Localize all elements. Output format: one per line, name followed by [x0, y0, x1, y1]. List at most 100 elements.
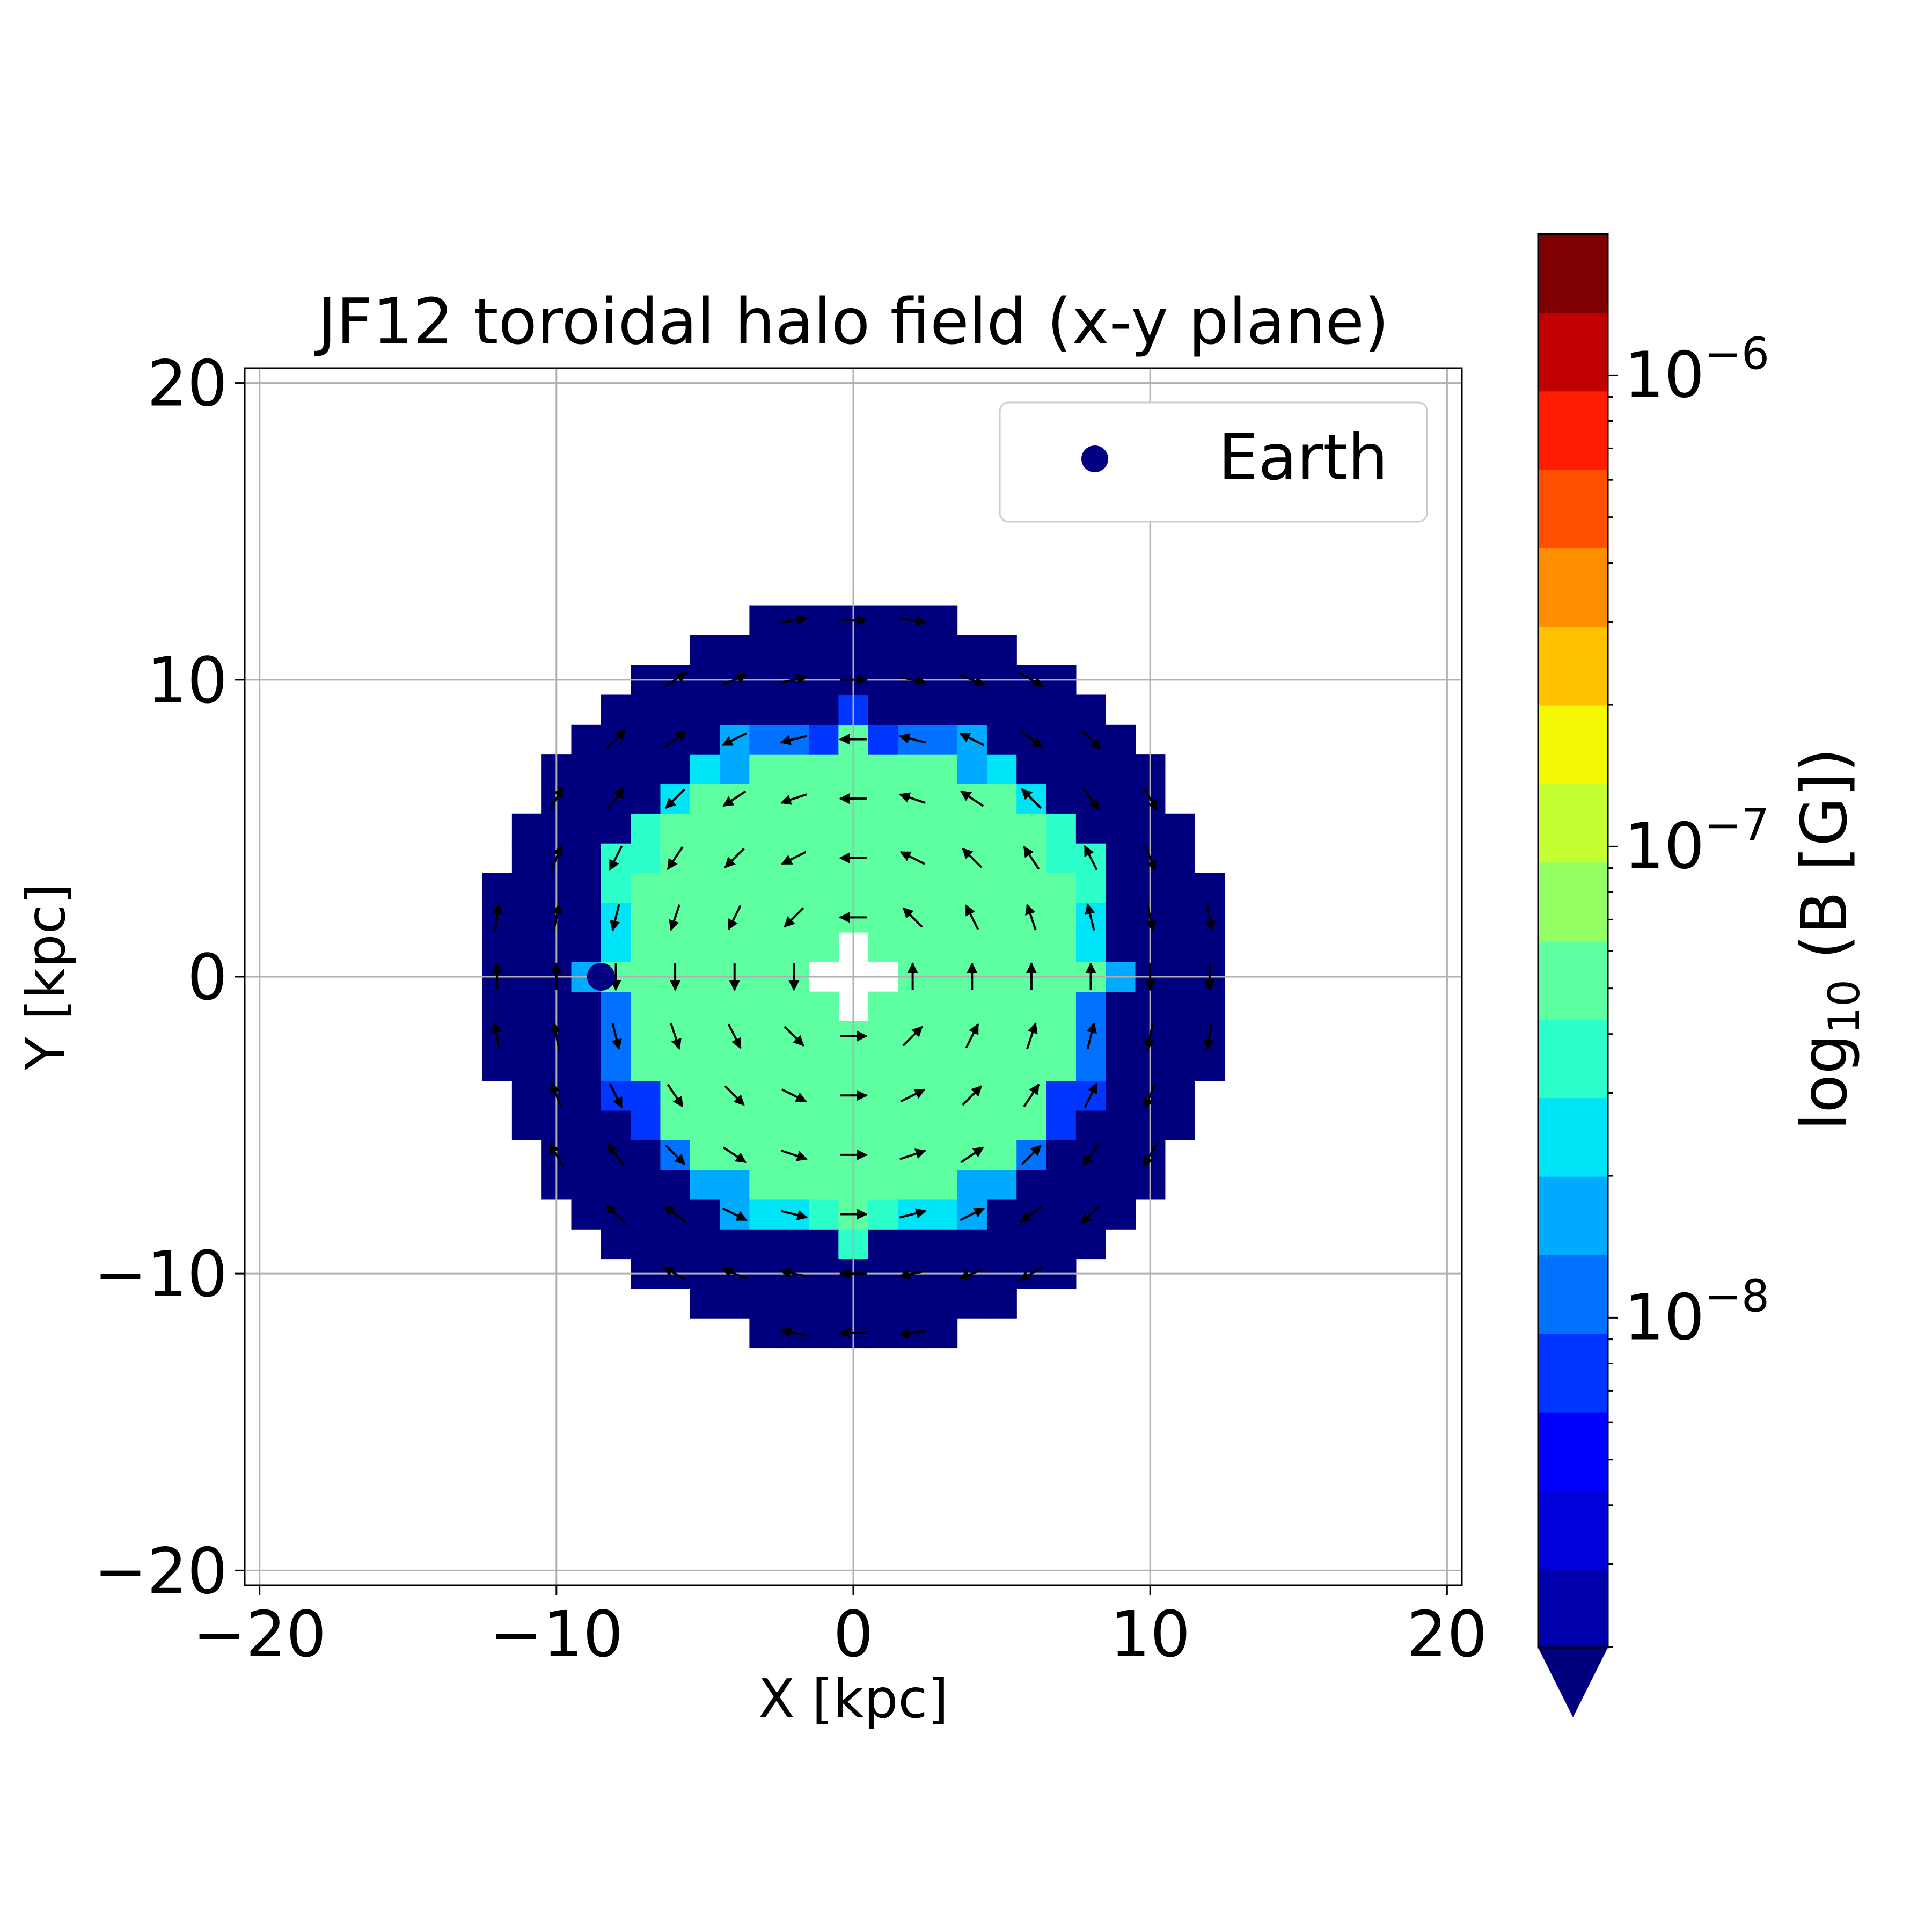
heatmap-cell [1075, 694, 1106, 725]
heatmap-cell [809, 1080, 839, 1111]
heatmap-cell [779, 1229, 809, 1260]
heatmap-cell [986, 902, 1017, 933]
heatmap-cell [571, 784, 602, 814]
heatmap-cell [690, 813, 720, 844]
field-arrow [1019, 1265, 1044, 1282]
heatmap-cell [690, 991, 720, 1022]
heatmap-cell [601, 991, 631, 1022]
field-arrow [898, 733, 926, 744]
heatmap-cell [1106, 1199, 1136, 1230]
heatmap-cell [749, 813, 780, 844]
heatmap-cell [511, 813, 542, 844]
heatmap-cell [720, 1110, 750, 1140]
heatmap-cell [631, 991, 661, 1022]
colorbar-level [1538, 626, 1608, 706]
field-arrow [962, 847, 983, 868]
heatmap-cell [1165, 813, 1195, 844]
field-arrow [1020, 730, 1043, 748]
heatmap-cell [957, 1051, 987, 1081]
heatmap-cell [1016, 1229, 1047, 1260]
heatmap-cell [1106, 724, 1136, 755]
heatmap-cell [1046, 843, 1077, 873]
heatmap-cell [571, 813, 602, 844]
field-arrow [899, 1148, 927, 1160]
heatmap-cell [927, 1051, 958, 1081]
field-arrow [1020, 1205, 1043, 1224]
heatmap-cell [720, 1169, 750, 1200]
colorbar-level [1538, 1176, 1608, 1255]
heatmap-cell [1046, 1169, 1077, 1200]
heatmap-cell [749, 605, 780, 636]
heatmap-cell [1075, 1169, 1106, 1200]
heatmap-cell [631, 932, 661, 962]
heatmap-cell [749, 1229, 780, 1260]
heatmap-cell [690, 1140, 720, 1170]
colorbar-level [1538, 470, 1608, 548]
heatmap-cell [927, 605, 958, 636]
heatmap-cell [631, 694, 661, 725]
heatmap-cell [986, 1051, 1017, 1081]
heatmap-cell [749, 1051, 780, 1081]
heatmap-cell [631, 1140, 661, 1170]
heatmap-cell [809, 1318, 839, 1349]
field-arrow [548, 786, 565, 811]
heatmap-cell [660, 1229, 691, 1260]
y-axis-ticks: −20 −10 0 10 20 [94, 347, 245, 1608]
heatmap-cell [631, 1199, 661, 1230]
heatmap-cell [927, 813, 958, 844]
heatmap-cell [720, 1051, 750, 1081]
x-axis-label: X [kpc] [758, 1667, 949, 1730]
field-arrow [663, 730, 687, 748]
heatmap-cell [986, 991, 1017, 1022]
colorbar-level [1538, 784, 1608, 863]
heatmap-cell [690, 1080, 720, 1111]
field-arrow [611, 1023, 622, 1050]
heatmap-cell [868, 1288, 898, 1319]
heatmap-cell [749, 1140, 780, 1170]
heatmap-cell [660, 694, 691, 725]
field-arrow [900, 1088, 926, 1103]
x-tick-label: 20 [1407, 1597, 1487, 1671]
field-arrow [606, 1143, 625, 1167]
heatmap-cell [690, 1110, 720, 1140]
heatmap-cell [957, 635, 987, 665]
heatmap-cell [1016, 932, 1047, 962]
heatmap-cell [749, 1169, 780, 1200]
heatmap-cell [1046, 1080, 1077, 1111]
heatmap-cell [1075, 1110, 1106, 1140]
heatmap-cell [601, 1051, 631, 1081]
heatmap-cell [809, 1169, 839, 1200]
heatmap-cell [660, 1051, 691, 1081]
heatmap-cell [986, 1140, 1017, 1170]
heatmap-cell [809, 902, 839, 933]
heatmap-cell [1075, 754, 1106, 785]
heatmap-cell [511, 1021, 542, 1051]
heatmap-cell [1165, 873, 1195, 903]
heatmap-cell [986, 813, 1017, 844]
heatmap-cell [1046, 1110, 1077, 1140]
heatmap-cell [957, 932, 987, 962]
heatmap-cell [749, 1110, 780, 1140]
heatmap-cell [986, 635, 1017, 665]
heatmap-cell [749, 991, 780, 1022]
heatmap-cell [957, 1169, 987, 1200]
heatmap-cell [601, 754, 631, 785]
heatmap-cell [571, 1051, 602, 1081]
heatmap-cell [779, 635, 809, 665]
heatmap-cell [1046, 1199, 1077, 1230]
heatmap-cell [571, 724, 602, 755]
x-tick-label: 10 [1110, 1597, 1190, 1671]
heatmap-cell [601, 1229, 631, 1260]
colorbar-label-rest: (B [G]) [1787, 748, 1861, 979]
heatmap-cell [897, 635, 928, 665]
field-arrow [1142, 786, 1158, 811]
heatmap-cell [779, 1169, 809, 1200]
heatmap-cell [779, 932, 809, 962]
field-arrow [1021, 1144, 1042, 1165]
heatmap-cell [720, 635, 750, 665]
heatmap-cell [631, 1080, 661, 1111]
heatmap-cell [986, 932, 1017, 962]
x-tick-label: 0 [833, 1597, 873, 1671]
field-arrow [1023, 846, 1040, 870]
field-arrow [722, 790, 747, 807]
